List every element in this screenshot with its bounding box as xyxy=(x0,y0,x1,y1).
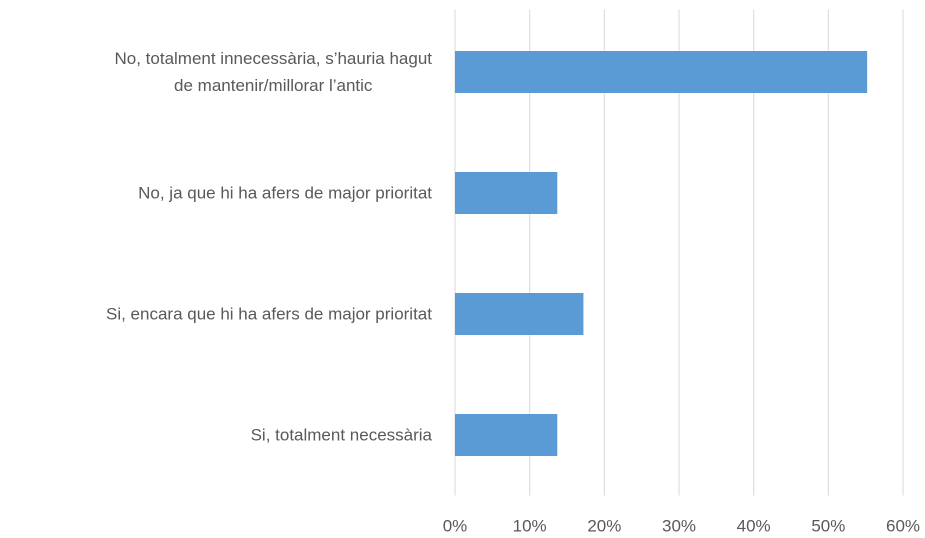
y-tick-label: Si, encara que hi ha afers de major prio… xyxy=(105,304,432,324)
x-tick-label: 50% xyxy=(811,516,845,535)
bar xyxy=(455,51,868,93)
x-tick-label: 0% xyxy=(443,516,468,535)
bar xyxy=(455,172,558,214)
x-tick-label: 10% xyxy=(513,516,547,535)
x-tick-label: 20% xyxy=(587,516,621,535)
x-tick-label: 60% xyxy=(886,516,920,535)
y-tick-label: No, ja que hi ha afers de major priorita… xyxy=(138,183,432,203)
x-tick-label: 40% xyxy=(737,516,771,535)
y-tick-label: No, totalment innecessària, s’hauria hag… xyxy=(114,49,432,95)
x-tick-label: 30% xyxy=(662,516,696,535)
bar xyxy=(455,414,558,456)
bar xyxy=(455,293,584,335)
y-tick-label: Si, totalment necessària xyxy=(250,425,432,445)
